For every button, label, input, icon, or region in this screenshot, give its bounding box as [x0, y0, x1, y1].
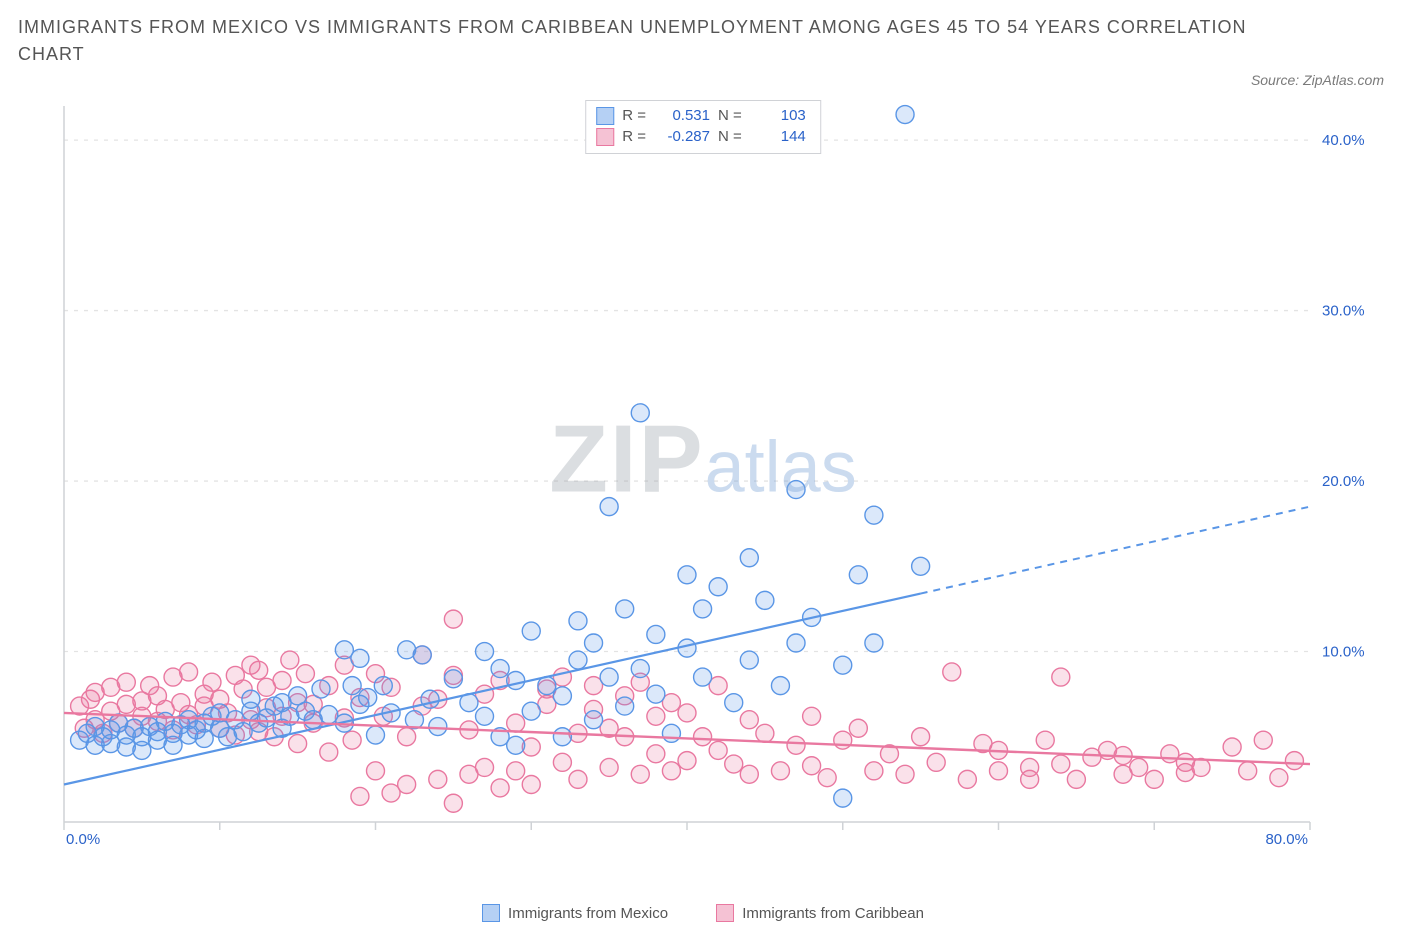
legend-label: Immigrants from Mexico [508, 905, 668, 922]
swatch-icon [716, 904, 734, 922]
n-value: 103 [750, 105, 806, 126]
n-label: N = [718, 126, 742, 147]
stats-row-mexico: R = 0.531 N = 103 [596, 105, 806, 126]
r-value: 0.531 [654, 105, 710, 126]
correlation-stats-box: R = 0.531 N = 103 R = -0.287 N = 144 [585, 100, 821, 154]
svg-text:0.0%: 0.0% [66, 831, 100, 848]
source-attribution: Source: ZipAtlas.com [1251, 72, 1384, 88]
swatch-icon [596, 128, 614, 146]
legend-item-caribbean: Immigrants from Caribbean [716, 904, 924, 922]
scatter-plot: 0.0% 80.0% 10.0% 20.0% 30.0% 40.0% [58, 100, 1380, 870]
svg-text:40.0%: 40.0% [1322, 132, 1365, 149]
legend: Immigrants from Mexico Immigrants from C… [0, 904, 1406, 926]
swatch-icon [482, 904, 500, 922]
r-label: R = [622, 126, 646, 147]
n-label: N = [718, 105, 742, 126]
svg-text:20.0%: 20.0% [1322, 473, 1365, 490]
stats-row-caribbean: R = -0.287 N = 144 [596, 126, 806, 147]
legend-item-mexico: Immigrants from Mexico [482, 904, 668, 922]
source-prefix: Source: [1251, 72, 1303, 88]
svg-text:10.0%: 10.0% [1322, 644, 1365, 661]
chart-title: IMMIGRANTS FROM MEXICO VS IMMIGRANTS FRO… [18, 14, 1266, 68]
swatch-icon [596, 107, 614, 125]
svg-text:80.0%: 80.0% [1265, 831, 1308, 848]
legend-label: Immigrants from Caribbean [742, 905, 924, 922]
r-value: -0.287 [654, 126, 710, 147]
r-label: R = [622, 105, 646, 126]
n-value: 144 [750, 126, 806, 147]
svg-text:30.0%: 30.0% [1322, 303, 1365, 320]
source-name: ZipAtlas.com [1303, 72, 1384, 88]
